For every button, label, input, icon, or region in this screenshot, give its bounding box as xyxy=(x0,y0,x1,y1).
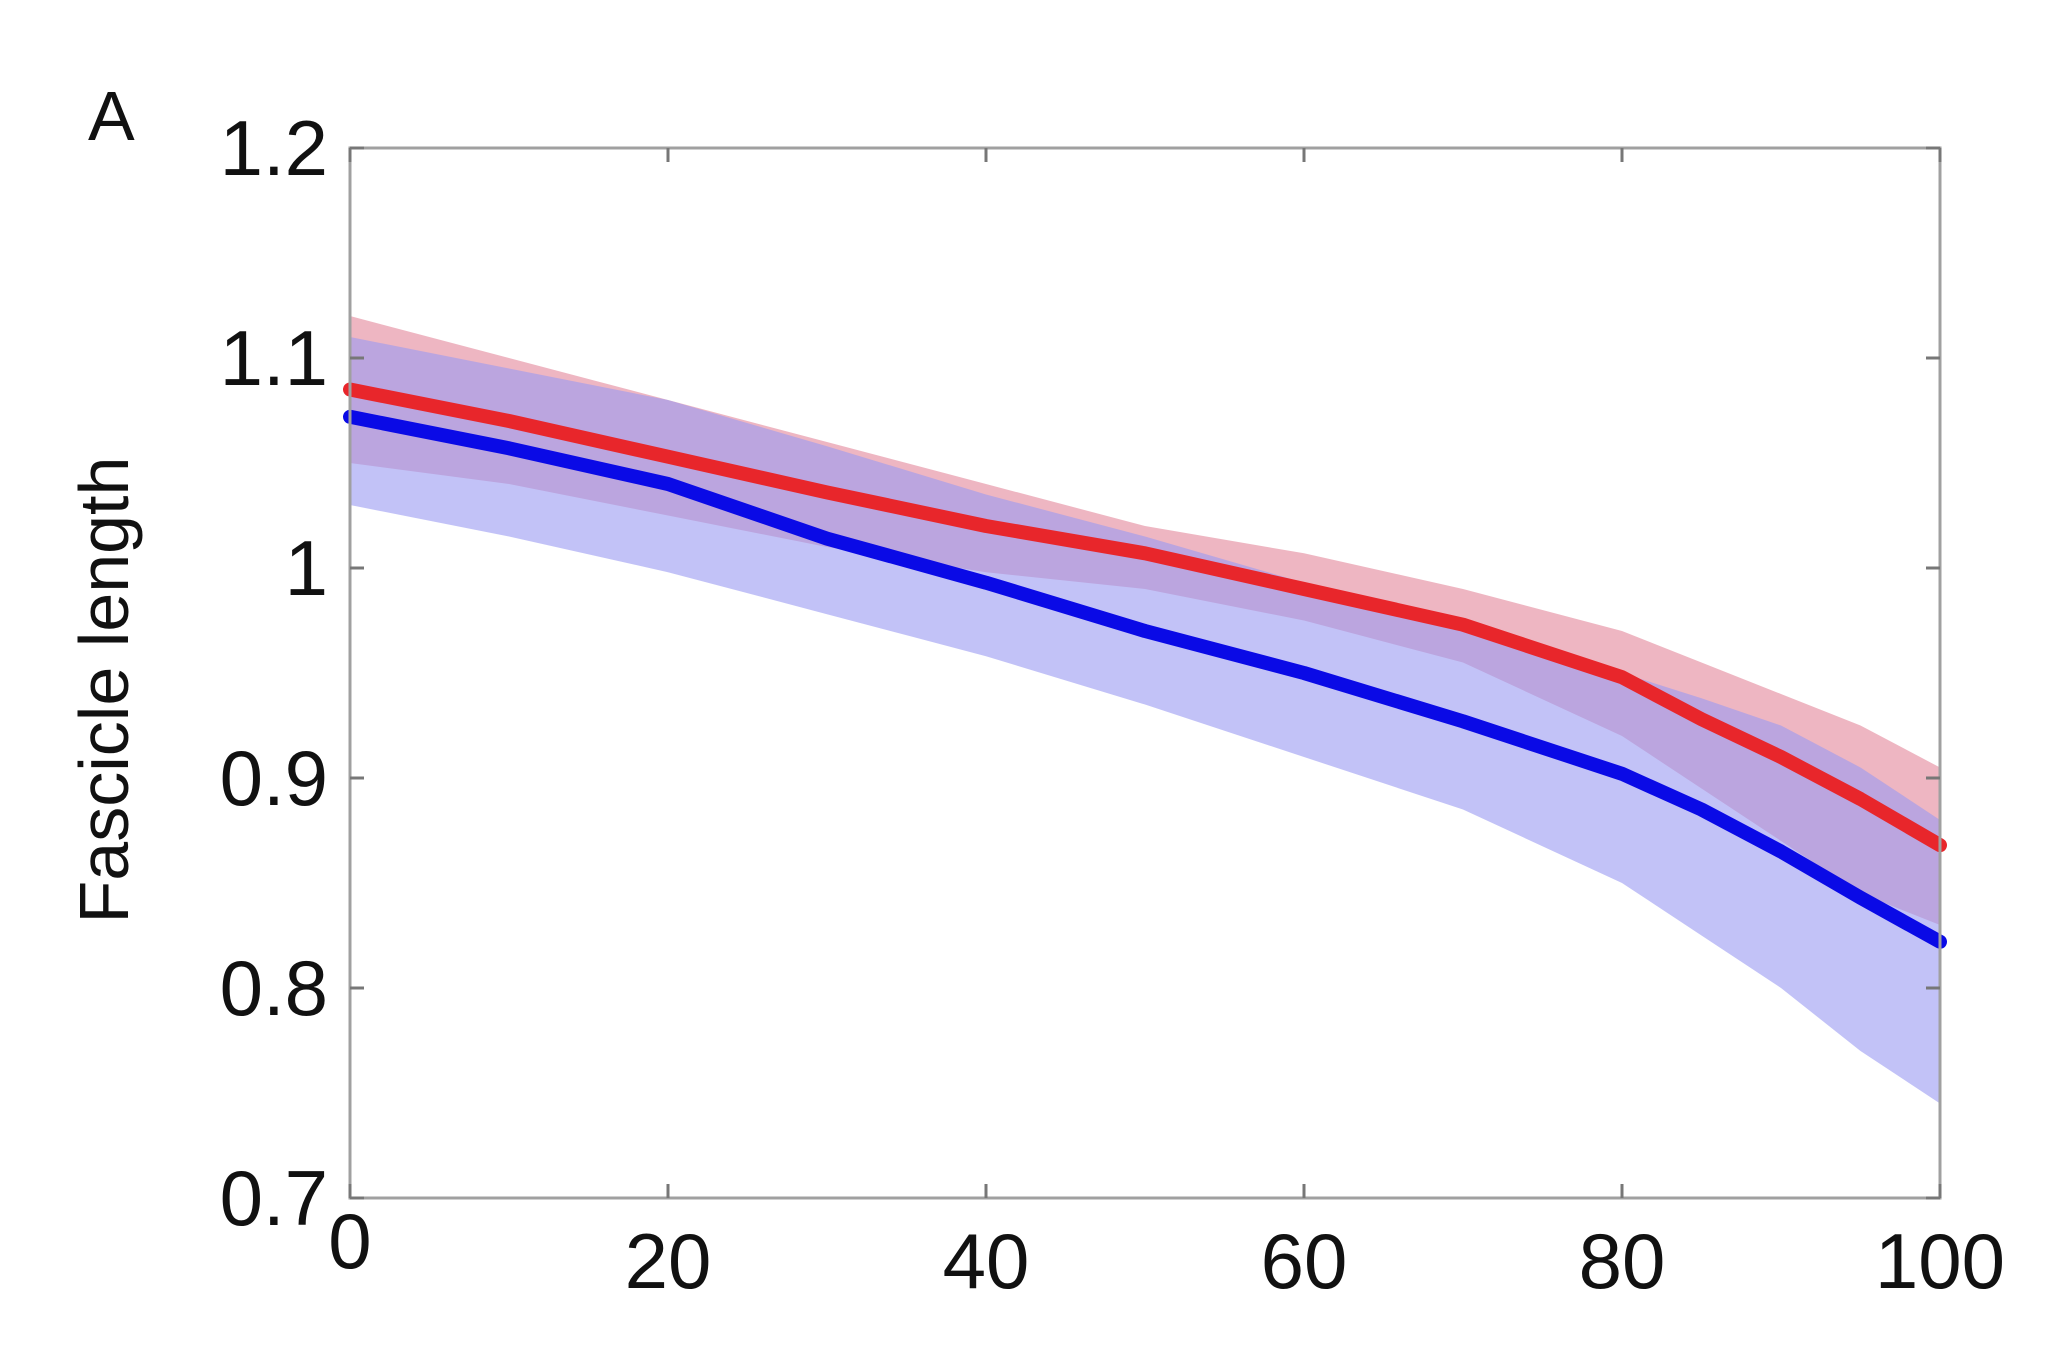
y-tick-label: 0.7 xyxy=(220,1154,328,1242)
series-1-line xyxy=(343,382,1947,853)
x-tick-label: 100 xyxy=(1875,1217,2005,1305)
x-tick-label: 60 xyxy=(1261,1217,1348,1305)
y-tick-label: 1.1 xyxy=(220,314,328,402)
series-lines xyxy=(343,382,1947,949)
x-tick-label: 40 xyxy=(943,1217,1030,1305)
x-tick-labels: 0 20 40 60 80 100 xyxy=(328,1197,2005,1305)
x-tick-label: 20 xyxy=(625,1217,712,1305)
panel-label: A xyxy=(88,77,135,155)
y-tick-label: 0.9 xyxy=(220,734,328,822)
y-axis-label: Fascicle length xyxy=(65,457,143,924)
y-tick-label: 0.8 xyxy=(220,944,328,1032)
axis-ticks xyxy=(348,146,1942,1200)
x-tick-label: 80 xyxy=(1579,1217,1666,1305)
x-tick-label: 0 xyxy=(328,1197,371,1285)
series-2-band xyxy=(350,337,1940,1104)
y-tick-labels: 0.7 0.8 0.9 1 1.1 1.2 xyxy=(220,104,328,1242)
y-tick-label: 1.2 xyxy=(220,104,328,192)
y-tick-label: 1 xyxy=(285,524,328,612)
series-2-line xyxy=(343,409,1947,949)
plot-frame xyxy=(348,146,1942,1200)
